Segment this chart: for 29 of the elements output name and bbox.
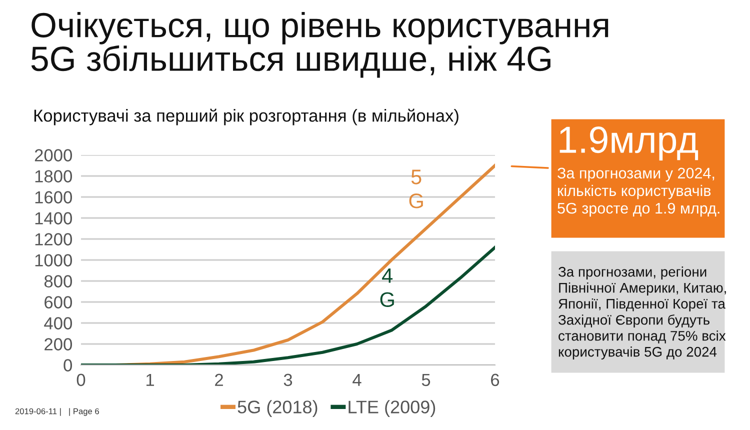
legend-label: LTE (2009) — [348, 400, 436, 417]
y-tick-label: 600 — [44, 296, 72, 308]
legend-label: 5G (2018) — [238, 400, 318, 417]
x-tick-label: 0 — [76, 374, 86, 386]
x-tick-label: 1 — [146, 374, 154, 386]
y-tick-label: 1800 — [35, 170, 72, 182]
x-tick-label: 4 — [352, 374, 362, 386]
y-tick-label: 400 — [44, 317, 72, 330]
chart-title: Очікується, що рівень користування 5G збільшиться швидше, ніж 4G — [31, 12, 608, 78]
text: За прогнозами, регіони Північної Америки, Китаю, Японії, Південної Кореї та Західної Європи будуть становити понад 75% всіх користувачів 5G до 2024 — [558, 266, 726, 360]
annotation: 4 G — [380, 268, 394, 307]
text: 2019-06-11 | | Page 6 — [15, 408, 99, 416]
x-tick-label: 5 — [422, 374, 430, 386]
y-tick-label: 1000 — [35, 254, 72, 266]
annotation: 1.9млрд — [560, 126, 698, 160]
y-tick-label: 0 — [64, 359, 72, 372]
chart-subtitle: Користувачі за перший рік розгортання (в мільйонах) — [34, 108, 458, 126]
y-tick-label: 1200 — [35, 233, 72, 246]
y-tick-label: 1600 — [35, 191, 72, 204]
x-tick-label: 2 — [215, 374, 223, 386]
y-tick-label: 800 — [44, 275, 72, 288]
line-series — [81, 246, 495, 365]
annotation: 5 G — [409, 170, 423, 208]
x-tick-label: 6 — [491, 374, 500, 386]
y-tick-label: 2000 — [34, 149, 72, 162]
y-tick-label: 200 — [44, 338, 72, 350]
text: За прогнозами у 2024, кількість користувачів 5G зросте до 1.9 млрд. — [558, 168, 720, 217]
y-tick-label: 1400 — [35, 212, 72, 224]
x-tick-label: 3 — [284, 374, 292, 386]
